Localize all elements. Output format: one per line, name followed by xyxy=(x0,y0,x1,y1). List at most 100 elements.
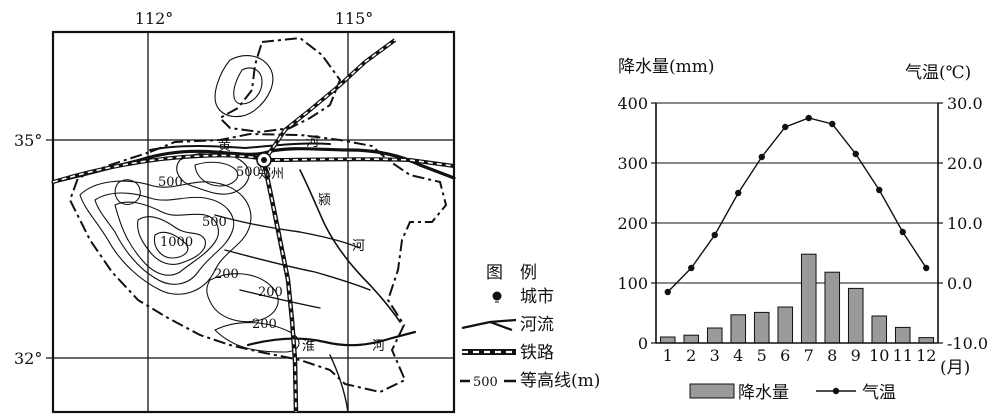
lon-label-115: 115° xyxy=(335,9,374,28)
right-tick-label: 30.0 xyxy=(947,94,983,113)
huai-tributary xyxy=(329,354,349,413)
legend-city-label: 城市 xyxy=(520,287,554,307)
precipitation-bar xyxy=(894,326,911,344)
river-label-huai: 淮 xyxy=(302,339,315,354)
contour-lines xyxy=(79,55,300,353)
precipitation-bar xyxy=(918,337,935,344)
month-tick-label: 12 xyxy=(916,346,936,365)
temperature-point xyxy=(758,153,765,161)
contour-label-500-b: 500 xyxy=(236,165,261,180)
precipitation-bar xyxy=(847,287,864,344)
month-tick-label: 2 xyxy=(686,346,696,365)
month-tick-label: 4 xyxy=(733,346,743,365)
temperature-point xyxy=(711,231,718,239)
lat-label-32: 32° xyxy=(14,349,42,368)
chart-axes xyxy=(655,103,939,344)
left-tick-label: 400 xyxy=(617,94,648,113)
tributary-2 xyxy=(224,249,371,291)
map-legend: 图 例 城市 河流 铁路 500 等高线(m) xyxy=(460,263,600,391)
precipitation-bar xyxy=(730,314,747,344)
temperature-point xyxy=(852,150,859,158)
legend-temp-label: 气温 xyxy=(862,383,896,403)
precipitation-bars xyxy=(659,253,935,344)
city-label-zhengzhou: 郑州 xyxy=(258,167,284,182)
map-frame xyxy=(51,30,456,414)
left-tick-label: 100 xyxy=(617,274,648,293)
temperature-point xyxy=(805,114,812,122)
precipitation-bar xyxy=(871,315,888,344)
temperature-point xyxy=(782,123,789,131)
precipitation-bar xyxy=(824,271,841,344)
river-label-he-1: 河 xyxy=(306,135,319,150)
tributary-3 xyxy=(239,289,321,309)
right-tick-label: 0.0 xyxy=(947,274,972,293)
left-tick-label: 300 xyxy=(617,154,648,173)
lat-label-35: 35° xyxy=(14,131,42,150)
climate-chart: 降水量(mm) 气温(℃) 0 -10.0 100 0.0 200 10.0 300 20.0… xyxy=(617,57,988,403)
legend-city-icon xyxy=(492,291,502,303)
legend-temp-marker xyxy=(832,387,840,395)
right-tick-label: 20.0 xyxy=(947,154,983,173)
temperature-line xyxy=(664,114,930,296)
month-tick-label: 1 xyxy=(663,346,673,365)
right-tick-label: 10.0 xyxy=(947,214,983,233)
huai-river xyxy=(246,330,417,347)
contour-label-200-b: 200 xyxy=(258,285,283,300)
legend-precip-label: 降水量 xyxy=(738,383,789,403)
temperature-polyline xyxy=(667,117,927,293)
river-label-ying: 颍 xyxy=(318,193,331,208)
contour-label-500-c: 500 xyxy=(202,215,227,230)
temperature-point xyxy=(688,264,695,272)
month-tick-label: 7 xyxy=(804,346,814,365)
river-label-he-2: 河 xyxy=(352,239,365,254)
contour-label-200-a: 200 xyxy=(214,267,239,282)
tributary-1 xyxy=(214,214,361,249)
legend-river-label: 河流 xyxy=(520,315,554,335)
contour-label-200-c: 200 xyxy=(252,317,277,332)
topographic-map: 112° 115° 35° 32° xyxy=(14,9,456,414)
right-axis-label: 气温(℃) xyxy=(905,63,971,83)
river-label-he-3: 河 xyxy=(372,339,385,354)
legend-river-icon xyxy=(461,318,517,332)
month-tick-label: 10 xyxy=(869,346,889,365)
chart-grid xyxy=(656,102,938,284)
legend-contour-sample: 500 xyxy=(473,375,498,390)
left-tick-label: 0 xyxy=(638,334,648,353)
temperature-point xyxy=(829,120,836,128)
chart-legend: 降水量 气温 xyxy=(689,383,896,403)
contour-label-1000: 1000 xyxy=(160,235,193,250)
month-tick-label: 8 xyxy=(827,346,837,365)
rivers xyxy=(51,142,456,413)
right-tick-label: -10.0 xyxy=(947,334,988,353)
precipitation-bar xyxy=(706,327,723,344)
temperature-point xyxy=(876,186,883,194)
railways xyxy=(52,38,455,413)
precipitation-bar xyxy=(659,336,676,344)
month-tick-label: 6 xyxy=(780,346,790,365)
precipitation-bar xyxy=(683,334,700,344)
month-tick-label: 3 xyxy=(710,346,720,365)
x-axis-unit: (月) xyxy=(940,358,970,378)
legend-contour-label: 等高线(m) xyxy=(520,371,600,391)
ying-river xyxy=(299,169,401,323)
month-tick-label: 9 xyxy=(851,346,861,365)
province-boundary xyxy=(68,36,448,394)
city-zhengzhou[interactable] xyxy=(256,152,272,168)
legend-title: 图 例 xyxy=(486,263,537,283)
left-axis-label: 降水量(mm) xyxy=(618,57,715,77)
temperature-point xyxy=(923,264,930,272)
legend-railway-label: 铁路 xyxy=(520,343,554,363)
legend-precip-swatch xyxy=(689,383,735,399)
left-tick-label: 200 xyxy=(617,214,648,233)
precipitation-bar xyxy=(753,311,770,344)
month-tick-label: 5 xyxy=(757,346,767,365)
temperature-point xyxy=(899,228,906,236)
precipitation-bar xyxy=(777,306,794,344)
contour-label-500-a: 500 xyxy=(158,175,183,190)
temperature-point xyxy=(735,189,742,197)
yellow-river-channel xyxy=(149,142,331,151)
temperature-point xyxy=(664,288,671,296)
month-tick-label: 11 xyxy=(893,346,913,365)
